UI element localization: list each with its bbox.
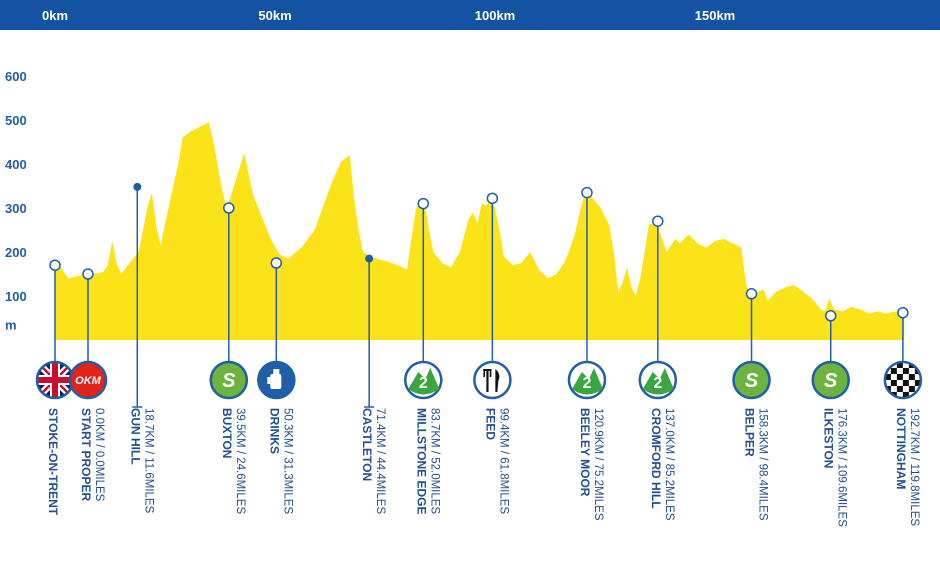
sprint-badge-label: S [222, 370, 236, 392]
waypoint-dot [417, 197, 430, 210]
waypoint-name: CASTLETON [360, 408, 374, 481]
kom-icon: 2 [567, 360, 607, 400]
y-tick-label-4: 500 [5, 113, 27, 128]
waypoint-3: S BUXTON 39.5KM / 24.6MILES [209, 202, 249, 514]
waypoint-dot [581, 186, 593, 199]
waypoint-distance: 18.7KM / 11.6MILES [142, 408, 154, 514]
kom-category-label: 2 [419, 375, 428, 392]
waypoint-dot [897, 306, 909, 319]
elevation-profile-area [55, 122, 905, 340]
flag-icon [35, 360, 75, 400]
waypoint-2: GUN HILL 18.7KM / 11.6MILES [128, 182, 154, 514]
waypoint-dot [824, 310, 837, 322]
waypoint-distance: 137.0KM / 85.2MILES [663, 408, 675, 521]
summit-dot [365, 254, 374, 263]
waypoint-dot [486, 192, 499, 205]
waypoint-distance: 71.4KM / 44.4MILES [374, 408, 386, 514]
waypoint-4: DRINKS 50.3KM / 31.3MILES [257, 257, 296, 514]
waypoint-distance: 120.9KM / 75.2MILES [592, 408, 604, 521]
waypoint-dot [223, 202, 235, 214]
sprint-icon: S [732, 360, 771, 400]
y-tick-label-0: 100 [5, 289, 27, 304]
waypoint-distance: 39.5KM / 24.6MILES [234, 408, 246, 514]
waypoint-markers: STOKE-ON-TRENT OKM START PROPER 0.0KM / 0.0… [35, 182, 923, 527]
feed-icon [473, 360, 512, 400]
waypoint-0: STOKE-ON-TRENT [35, 259, 75, 516]
kom-category-label: 2 [653, 375, 662, 392]
okm-icon: OKM [68, 360, 108, 400]
summit-dot [133, 182, 142, 191]
sprint-icon: S [209, 360, 249, 400]
waypoint-dot [745, 288, 758, 300]
waypoint-5: CASTLETON 71.4KM / 44.4MILES [360, 254, 386, 514]
waypoint-distance: 50.3KM / 31.3MILES [281, 408, 293, 514]
waypoint-12: NOTTINGHAM 192.7KM / 119.8MILES [883, 306, 923, 526]
waypoint-7: FEED 99.4KM / 61.8MILES [473, 192, 512, 514]
waypoint-distance: 0.0KM / 0.0MILES [93, 408, 105, 502]
sprint-icon: S [811, 360, 850, 400]
waypoint-name: START PROPER [79, 408, 93, 501]
waypoint-8: 2 BEELEY MOOR 120.9KM / 75.2MILES [567, 186, 607, 521]
waypoint-name: GUN HILL [128, 408, 142, 465]
y-tick-label-1: 200 [5, 245, 27, 260]
waypoint-name: BUXTON [220, 408, 234, 458]
x-tick-label-2: 100km [475, 8, 515, 23]
waypoint-10: S BELPER 158.3KM / 98.4MILES [732, 288, 771, 521]
y-axis-unit: m [5, 318, 17, 333]
waypoint-distance: 99.4KM / 61.8MILES [497, 408, 509, 514]
waypoint-distance: 192.7KM / 119.8MILES [908, 408, 920, 526]
waypoint-dot [49, 259, 61, 271]
waypoint-name: DRINKS [267, 408, 281, 454]
waypoint-11: S ILKESTON 176.3KM / 109.6MILES [811, 310, 850, 527]
waypoint-9: 2 CROMFORD HILL 137.0KM / 85.2MILES [638, 215, 678, 521]
waypoint-distance: 83.7KM / 52.0MILES [428, 408, 440, 514]
waypoint-name: FEED [483, 408, 497, 440]
waypoint-distance: 158.3KM / 98.4MILES [757, 408, 769, 521]
sprint-badge-label: S [824, 370, 838, 392]
drinks-icon [257, 360, 296, 400]
waypoint-name: BEELEY MOOR [578, 408, 592, 497]
waypoint-name: STOKE-ON-TRENT [46, 408, 60, 516]
waypoint-dot [652, 215, 664, 227]
waypoint-6: 2 MILLSTONE EDGE 83.7KM / 52.0MILES [404, 197, 443, 514]
km-header-bar [0, 0, 940, 30]
waypoint-name: NOTTINGHAM [894, 408, 908, 489]
y-tick-label-2: 300 [5, 201, 27, 216]
waypoint-name: ILKESTON [822, 408, 836, 468]
okm-badge-label: OKM [75, 375, 102, 387]
kom-icon: 2 [404, 360, 443, 400]
x-axis-ticks: 0km 50km 100km 150km [42, 8, 735, 23]
waypoint-dot [82, 268, 94, 280]
y-tick-label-3: 400 [5, 157, 27, 172]
waypoint-1: OKM START PROPER 0.0KM / 0.0MILES [68, 268, 108, 502]
sprint-badge-label: S [745, 370, 759, 392]
kom-icon: 2 [638, 360, 678, 400]
waypoint-name: BELPER [743, 408, 757, 457]
x-tick-label-0: 0km [42, 8, 68, 23]
waypoint-distance: 176.3KM / 109.6MILES [836, 408, 848, 527]
waypoint-name: CROMFORD HILL [649, 408, 663, 509]
x-tick-label-1: 50km [258, 8, 291, 23]
x-tick-label-3: 150km [695, 8, 735, 23]
waypoint-dot [270, 257, 283, 269]
finish-icon [883, 360, 923, 400]
y-tick-label-5: 600 [5, 69, 27, 84]
kom-category-label: 2 [583, 375, 592, 392]
waypoint-name: MILLSTONE EDGE [414, 408, 428, 514]
y-axis-ticks: 100 200 300 400 500 600 m [5, 69, 27, 333]
